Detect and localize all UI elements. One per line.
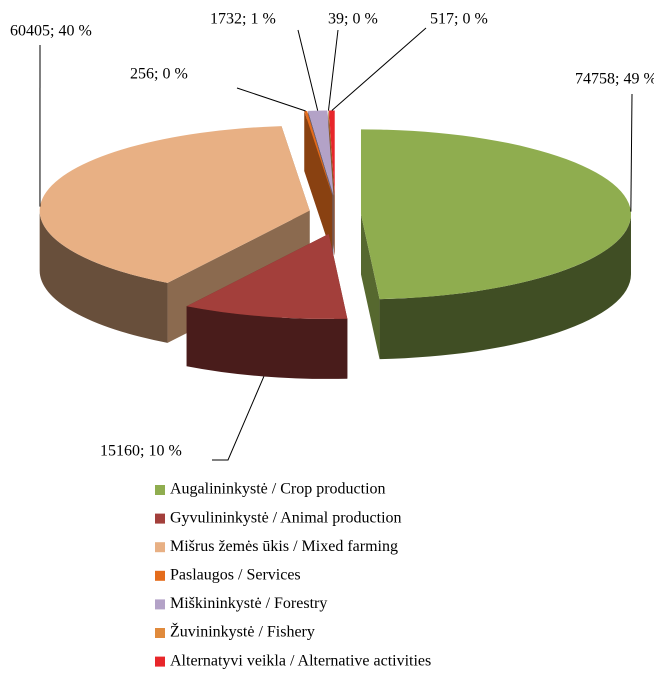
legend-swatch (155, 599, 165, 610)
legend-label: Augalininkystė / Crop production (170, 481, 386, 498)
legend-label: Miškininkystė / Forestry (170, 595, 327, 612)
leader-line (297, 29, 319, 111)
leader-line (630, 93, 633, 212)
legend-swatch (155, 542, 165, 553)
slice-side (307, 110, 333, 256)
data-label: 256; 0 % (130, 66, 188, 83)
legend-swatch (155, 628, 165, 638)
pie (39, 110, 631, 379)
leader-line (331, 27, 427, 111)
data-label: 517; 0 % (430, 11, 488, 28)
data-label: 60405; 40 % (10, 23, 92, 40)
legend-swatch (155, 485, 165, 495)
leader-line (236, 87, 306, 112)
leader-line (212, 376, 265, 461)
legend-label: Gyvulininkystė / Animal production (170, 509, 402, 526)
slice (328, 110, 335, 196)
data-label: 15160; 10 % (100, 443, 182, 460)
data-label: 1732; 1 % (210, 11, 276, 28)
slice-side (360, 214, 380, 360)
slice (308, 110, 334, 196)
slice (186, 233, 348, 319)
legend-swatch (155, 570, 165, 581)
slice-wall (39, 210, 168, 343)
slice (328, 110, 335, 196)
labels: 74758; 49 % 15160; 10 % 60405; 40 % 256; 0 … (10, 11, 654, 461)
legend-label: Alternatyvi veikla / Alternative activit… (170, 652, 431, 669)
legend-label: Mišrus žemės ūkis / Mixed farming (170, 538, 398, 555)
slice (304, 110, 333, 196)
legend-swatch (155, 656, 165, 667)
data-label: 74758; 49 % (575, 71, 654, 88)
legend-swatch (155, 513, 165, 524)
data-label: 39; 0 % (328, 11, 378, 28)
legend-label: Paslaugos / Services (170, 566, 301, 583)
slice-wall (379, 214, 631, 360)
slice-wall (186, 306, 348, 379)
legend: Augalininkystė / Crop production Gyvulini… (155, 481, 431, 669)
leader-line (327, 29, 339, 111)
legend-label: Žuvininkystė / Fishery (170, 622, 315, 641)
slice (39, 126, 310, 283)
slice (360, 129, 631, 300)
